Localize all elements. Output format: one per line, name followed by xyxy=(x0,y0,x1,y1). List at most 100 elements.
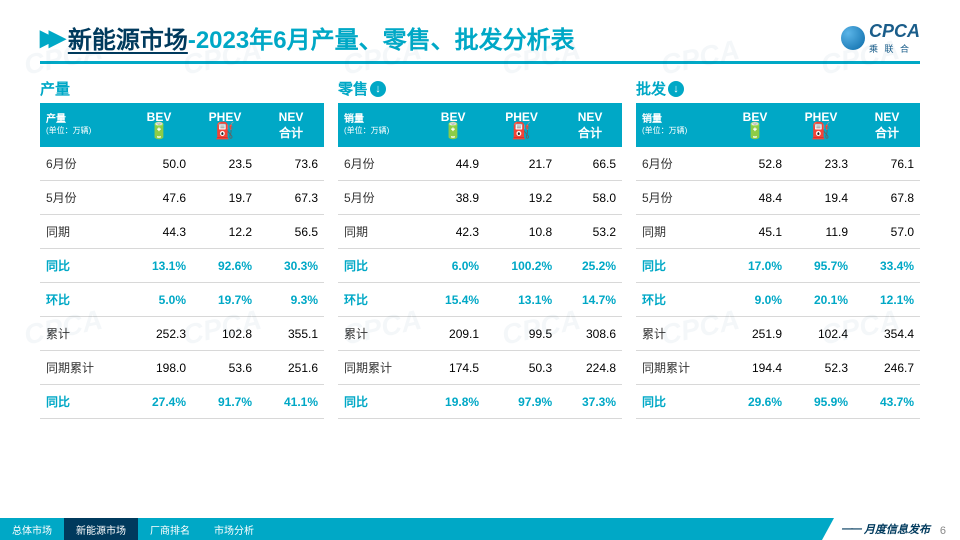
cell-phev: 12.2 xyxy=(192,215,258,249)
cell-phev: 11.9 xyxy=(788,215,854,249)
cell-bev: 6.0% xyxy=(421,249,485,283)
cell-label: 5月份 xyxy=(636,181,722,215)
cell-bev: 38.9 xyxy=(421,181,485,215)
cell-bev: 17.0% xyxy=(722,249,788,283)
cell-nev: 14.7% xyxy=(558,283,622,317)
cell-nev: 67.3 xyxy=(258,181,324,215)
table-row: 5月份48.419.467.8 xyxy=(636,181,920,215)
cell-label: 同比 xyxy=(338,249,421,283)
col-nev: NEV合计 xyxy=(558,103,622,147)
table-row: 同期累计198.053.6251.6 xyxy=(40,351,324,385)
cell-label: 累计 xyxy=(40,317,126,351)
cell-nev: 57.0 xyxy=(854,215,920,249)
cell-label: 同期 xyxy=(40,215,126,249)
cell-nev: 12.1% xyxy=(854,283,920,317)
footer-tab[interactable]: 新能源市场 xyxy=(64,518,138,540)
cell-bev: 13.1% xyxy=(126,249,192,283)
table-row: 环比5.0%19.7%9.3% xyxy=(40,283,324,317)
table-1: 零售↓销量(单位：万辆)BEV🔋PHEV⛽NEV合计6月份44.921.766.… xyxy=(338,78,622,419)
col-label: 产量(单位：万辆) xyxy=(40,103,126,147)
table-row: 累计252.3102.8355.1 xyxy=(40,317,324,351)
table-row: 6月份50.023.573.6 xyxy=(40,147,324,181)
cell-label: 累计 xyxy=(636,317,722,351)
cell-phev: 21.7 xyxy=(485,147,558,181)
cell-nev: 67.8 xyxy=(854,181,920,215)
cell-phev: 23.5 xyxy=(192,147,258,181)
cell-phev: 23.3 xyxy=(788,147,854,181)
cell-bev: 5.0% xyxy=(126,283,192,317)
cell-bev: 29.6% xyxy=(722,385,788,419)
cell-label: 累计 xyxy=(338,317,421,351)
table-row: 同比6.0%100.2%25.2% xyxy=(338,249,622,283)
table-row: 6月份52.823.376.1 xyxy=(636,147,920,181)
table-row: 同期42.310.853.2 xyxy=(338,215,622,249)
cell-nev: 37.3% xyxy=(558,385,622,419)
cell-label: 环比 xyxy=(636,283,722,317)
footer: 总体市场新能源市场厂商排名市场分析 月度信息发布 xyxy=(0,518,960,540)
footer-tab[interactable]: 市场分析 xyxy=(202,518,266,540)
cell-phev: 19.4 xyxy=(788,181,854,215)
footer-tab[interactable]: 厂商排名 xyxy=(138,518,202,540)
cell-nev: 66.5 xyxy=(558,147,622,181)
cell-label: 6月份 xyxy=(40,147,126,181)
table-row: 同期累计174.550.3224.8 xyxy=(338,351,622,385)
table-row: 同期累计194.452.3246.7 xyxy=(636,351,920,385)
cell-bev: 44.3 xyxy=(126,215,192,249)
cell-bev: 42.3 xyxy=(421,215,485,249)
table-row: 6月份44.921.766.5 xyxy=(338,147,622,181)
page-number: 6 xyxy=(940,525,946,537)
cell-label: 5月份 xyxy=(338,181,421,215)
cell-label: 同比 xyxy=(636,385,722,419)
cell-phev: 99.5 xyxy=(485,317,558,351)
cell-label: 6月份 xyxy=(636,147,722,181)
logo-badge-icon xyxy=(841,26,865,50)
cell-phev: 19.2 xyxy=(485,181,558,215)
header: ▶▶ 新能源市场-2023年6月产量、零售、批发分析表 CPCA 乘 联 合 xyxy=(0,0,960,61)
cell-phev: 100.2% xyxy=(485,249,558,283)
cell-bev: 9.0% xyxy=(722,283,788,317)
logo-subtext: 乘 联 合 xyxy=(869,42,920,55)
table-row: 同比13.1%92.6%30.3% xyxy=(40,249,324,283)
cell-label: 6月份 xyxy=(338,147,421,181)
down-arrow-icon: ↓ xyxy=(668,81,684,97)
cell-nev: 354.4 xyxy=(854,317,920,351)
col-bev: BEV🔋 xyxy=(126,103,192,147)
cell-label: 同比 xyxy=(40,385,126,419)
cell-nev: 224.8 xyxy=(558,351,622,385)
table-title: 批发↓ xyxy=(636,78,920,99)
table-title: 产量 xyxy=(40,78,324,99)
cell-bev: 48.4 xyxy=(722,181,788,215)
table-row: 累计251.9102.4354.4 xyxy=(636,317,920,351)
table-title: 零售↓ xyxy=(338,78,622,99)
cell-nev: 9.3% xyxy=(258,283,324,317)
cell-nev: 25.2% xyxy=(558,249,622,283)
col-nev: NEV合计 xyxy=(854,103,920,147)
table-row: 环比9.0%20.1%12.1% xyxy=(636,283,920,317)
cell-phev: 53.6 xyxy=(192,351,258,385)
cell-label: 5月份 xyxy=(40,181,126,215)
table-0: 产量产量(单位：万辆)BEV🔋PHEV⛽NEV合计6月份50.023.573.6… xyxy=(40,78,324,419)
down-arrow-icon: ↓ xyxy=(370,81,386,97)
cell-nev: 58.0 xyxy=(558,181,622,215)
cell-label: 同比 xyxy=(636,249,722,283)
cell-bev: 252.3 xyxy=(126,317,192,351)
cell-bev: 19.8% xyxy=(421,385,485,419)
col-phev: PHEV⛽ xyxy=(192,103,258,147)
cell-phev: 91.7% xyxy=(192,385,258,419)
cell-bev: 45.1 xyxy=(722,215,788,249)
cell-label: 同比 xyxy=(338,385,421,419)
col-phev: PHEV⛽ xyxy=(788,103,854,147)
cell-bev: 27.4% xyxy=(126,385,192,419)
table-row: 累计209.199.5308.6 xyxy=(338,317,622,351)
footer-tab[interactable]: 总体市场 xyxy=(0,518,64,540)
cell-nev: 43.7% xyxy=(854,385,920,419)
cell-nev: 73.6 xyxy=(258,147,324,181)
cell-phev: 97.9% xyxy=(485,385,558,419)
cell-nev: 251.6 xyxy=(258,351,324,385)
cell-label: 环比 xyxy=(40,283,126,317)
cell-bev: 50.0 xyxy=(126,147,192,181)
table-row: 同期45.111.957.0 xyxy=(636,215,920,249)
col-bev: BEV🔋 xyxy=(722,103,788,147)
cell-phev: 95.7% xyxy=(788,249,854,283)
col-nev: NEV合计 xyxy=(258,103,324,147)
